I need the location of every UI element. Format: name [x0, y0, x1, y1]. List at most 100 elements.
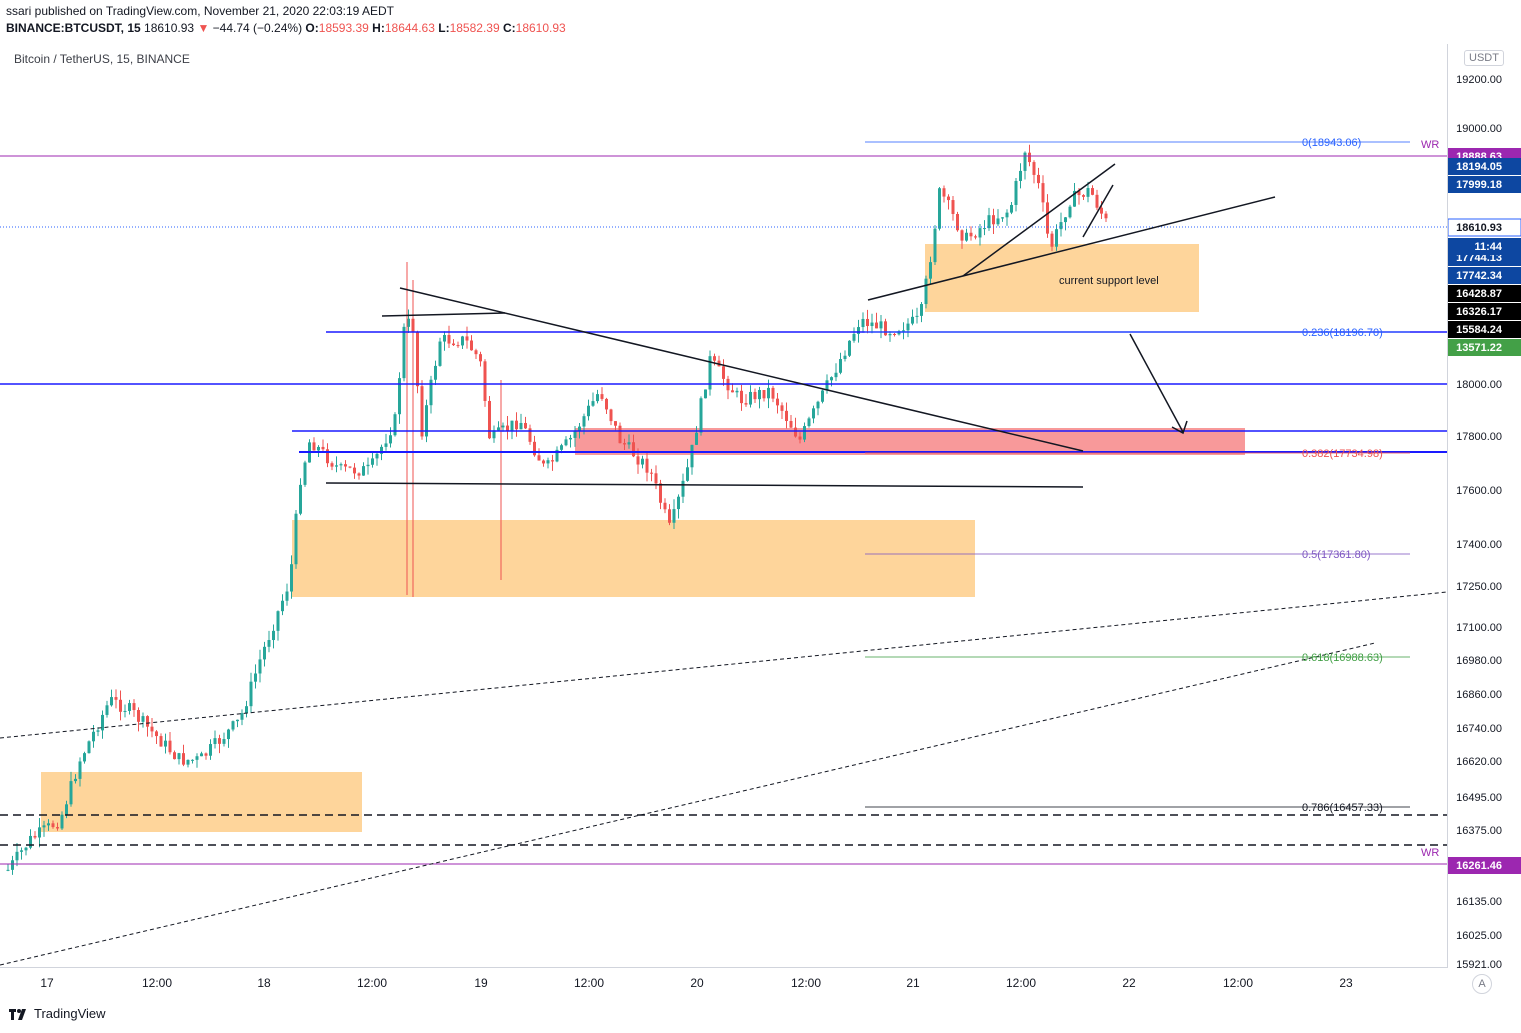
candle-body: [375, 453, 379, 459]
candle-body: [632, 442, 635, 457]
candle-body: [587, 405, 590, 417]
candle-body: [461, 336, 464, 346]
candle-body: [897, 331, 901, 335]
candle-body: [101, 714, 104, 731]
price-axis[interactable]: 19200.00 19000.00 18000.00 17800.00 17600.00…: [1448, 44, 1521, 968]
candle-body: [258, 659, 262, 674]
price-tag: 18610.93: [1448, 218, 1521, 237]
candle-body: [218, 738, 221, 744]
candle-body: [384, 443, 388, 447]
candle-body: [605, 398, 608, 410]
candle-body: [353, 467, 356, 474]
candle-body: [699, 398, 703, 433]
candle-body: [906, 323, 910, 331]
candle-body: [11, 860, 14, 870]
price-tag: 17999.18: [1448, 176, 1521, 193]
candle-body: [312, 442, 316, 451]
candle-body: [1014, 180, 1018, 205]
candle-body: [560, 445, 563, 450]
fib-level-label: 0.786(16457.33): [1302, 802, 1383, 814]
candle-body: [704, 389, 707, 399]
price-tick-label: 16135.00: [1456, 896, 1502, 908]
candle-body: [240, 713, 244, 720]
candle-body: [987, 215, 991, 229]
candle-body: [573, 431, 577, 438]
candle-body: [492, 430, 496, 439]
candle-body: [479, 354, 482, 362]
candle-body: [861, 318, 865, 328]
candle-body: [371, 458, 374, 465]
candle-body: [501, 425, 505, 428]
price-tag: 18194.05: [1448, 158, 1521, 175]
candle-body: [438, 341, 442, 366]
candle-body: [123, 710, 127, 712]
candle-body: [344, 464, 347, 467]
candle-body: [1041, 183, 1045, 203]
candle-body: [249, 681, 253, 707]
candle-body: [1050, 233, 1054, 247]
candle-body: [195, 756, 199, 760]
candle-body: [285, 591, 289, 601]
symbol-name[interactable]: BINANCE:BTCUSDT, 15: [6, 21, 141, 35]
candle-body: [272, 630, 275, 641]
candle-body: [78, 761, 82, 779]
candle-body: [1032, 162, 1036, 175]
fib-level-label: 0.5(17361.80): [1302, 549, 1371, 561]
candle-body: [600, 394, 604, 399]
price-tick-label: 16740.00: [1456, 723, 1502, 735]
candle-body: [326, 449, 329, 464]
candle-body: [281, 600, 284, 612]
low-value: 18582.39: [449, 21, 500, 35]
rising-wedge-trendline: [962, 163, 1116, 277]
candle-body: [875, 322, 878, 329]
candle-body: [42, 825, 46, 828]
candle-body: [996, 218, 1000, 225]
candle-body: [627, 442, 631, 445]
rising-support-trendline: [867, 196, 1276, 301]
open-value: 18593.39: [318, 21, 369, 35]
candle-body: [789, 421, 793, 428]
candle-body: [128, 703, 131, 711]
candle-body: [200, 753, 203, 757]
candle-body: [443, 334, 446, 342]
candle-body: [231, 721, 235, 730]
price-tag-label: 18610.93: [1456, 222, 1502, 234]
auto-scale-button[interactable]: A: [1472, 974, 1492, 994]
candle-body: [893, 334, 896, 336]
candle-body: [659, 483, 662, 503]
candle-body: [1001, 217, 1004, 219]
wedge-right-edge: [1082, 184, 1114, 238]
candle-body: [416, 332, 419, 387]
price-tag: 15584.24: [1448, 321, 1521, 338]
candle-body: [339, 464, 343, 466]
time-tick-label: 22: [1122, 976, 1136, 990]
candle-body: [236, 719, 239, 722]
demand-zone-bottom: [41, 772, 362, 832]
price-tick-label: 17400.00: [1456, 539, 1502, 551]
candle-body: [618, 425, 622, 444]
close-label: C:: [502, 21, 516, 35]
candle-body: [497, 427, 500, 431]
time-tick-label: 12:00: [142, 976, 172, 990]
candle-body: [1019, 170, 1022, 181]
time-axis[interactable]: 17 12:00 18 12:00 19 12:00 20 12:00 21 12:00 22 12:…: [0, 968, 1448, 998]
candle-body: [524, 422, 527, 429]
candle-body: [402, 326, 406, 379]
wr-label-bottom: WR: [1421, 847, 1440, 859]
price-tag-label: 15584.24: [1456, 324, 1503, 336]
chart-title: Bitcoin / TetherUS, 15, BINANCE: [14, 52, 190, 66]
price-chart[interactable]: 0(18943.06) 0.236(18196.70) 0.382(17734.98…: [0, 44, 1448, 968]
candle-body: [870, 322, 874, 327]
candle-body: [767, 387, 770, 399]
candle-body: [1064, 217, 1067, 223]
candle-body: [465, 336, 469, 341]
candle-body: [803, 426, 806, 440]
candle-body: [933, 228, 937, 263]
candle-body: [690, 444, 694, 468]
candle-body: [884, 321, 887, 336]
currency-badge[interactable]: USDT: [1464, 50, 1504, 66]
price-axis-border: [1447, 44, 1448, 968]
candle-body: [974, 236, 977, 238]
candle-body: [213, 738, 217, 745]
candle-body: [938, 188, 941, 229]
